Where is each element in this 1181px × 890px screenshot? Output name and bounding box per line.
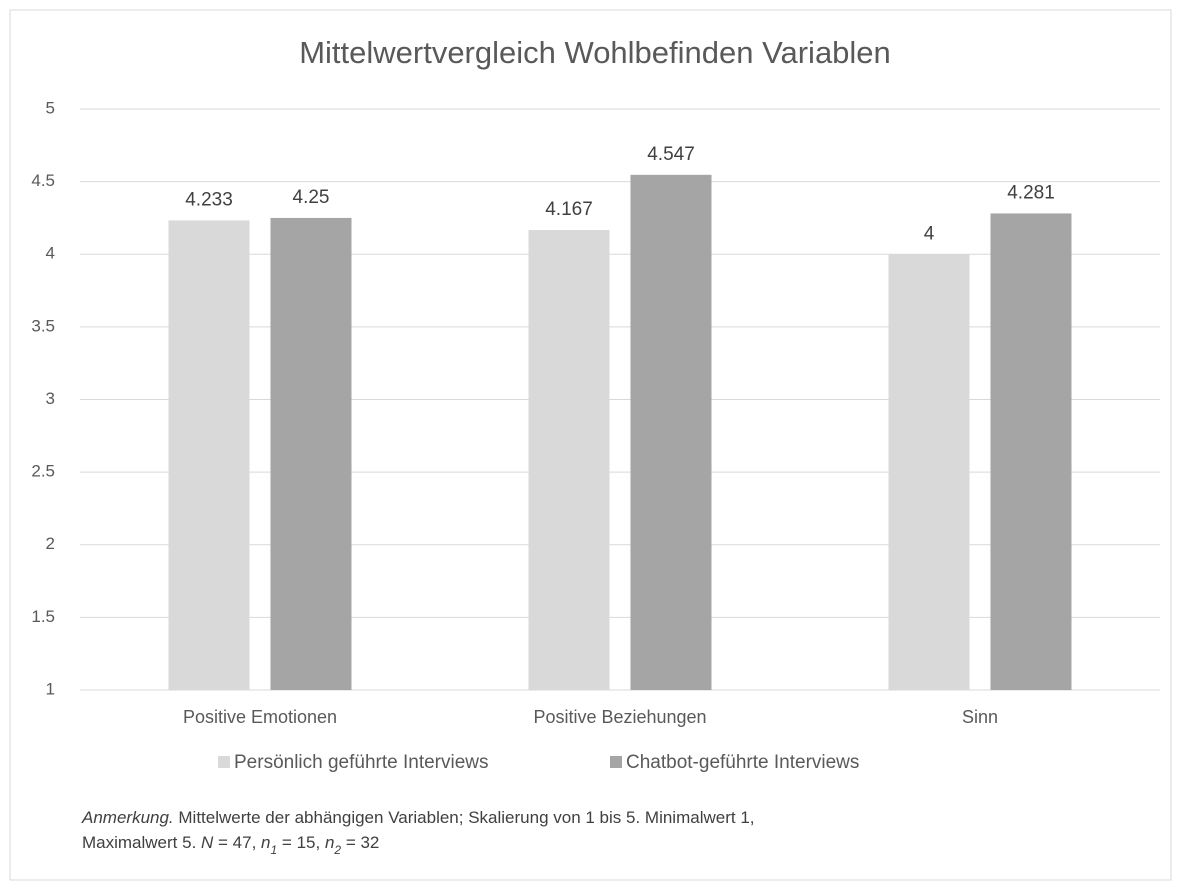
- note-segment: N: [201, 833, 214, 852]
- legend-swatch: [218, 756, 230, 768]
- note-line: Maximalwert 5. N = 47, n1 = 15, n2 = 32: [82, 833, 379, 857]
- chart-title: Mittelwertvergleich Wohlbefinden Variabl…: [299, 35, 891, 70]
- note-segment: = 15,: [277, 833, 325, 852]
- y-tick-label: 4.5: [31, 171, 55, 190]
- data-label: 4.167: [545, 199, 593, 220]
- y-tick-label: 1: [46, 679, 55, 698]
- data-label: 4.233: [185, 189, 233, 210]
- y-tick-label: 3.5: [31, 316, 55, 335]
- y-tick-label: 5: [46, 98, 55, 117]
- note-segment: = 47,: [213, 833, 261, 852]
- bar: [168, 220, 250, 691]
- y-tick-label: 2.5: [31, 462, 55, 481]
- y-tick-label: 1.5: [31, 607, 55, 626]
- bar: [888, 254, 970, 690]
- legend-label: Persönlich geführte Interviews: [234, 752, 489, 773]
- bar: [270, 217, 352, 690]
- data-label: 4: [924, 223, 935, 244]
- note-segment: n: [325, 833, 334, 852]
- note-segment: Anmerkung.: [81, 808, 174, 827]
- note-segment: = 32: [341, 833, 379, 852]
- data-label: 4.281: [1007, 182, 1055, 203]
- y-tick-label: 4: [46, 244, 55, 263]
- y-tick-label: 2: [46, 534, 55, 553]
- bar: [990, 213, 1072, 690]
- x-tick-label: Positive Emotionen: [183, 707, 337, 727]
- legend-label: Chatbot-geführte Interviews: [626, 752, 859, 773]
- note-segment: 1: [271, 843, 278, 857]
- note-segment: Mittelwerte der abhängigen Variablen; Sk…: [174, 808, 755, 827]
- note-segment: 2: [333, 843, 341, 857]
- data-label: 4.25: [293, 187, 330, 208]
- note-segment: n: [261, 833, 270, 852]
- bar: [630, 174, 712, 691]
- bar: [528, 229, 610, 690]
- note-line: Anmerkung. Mittelwerte der abhängigen Va…: [81, 808, 755, 827]
- x-tick-label: Positive Beziehungen: [533, 707, 706, 727]
- y-tick-label: 3: [46, 389, 55, 408]
- x-tick-label: Sinn: [962, 707, 998, 727]
- data-label: 4.547: [647, 144, 695, 165]
- note-segment: Maximalwert 5.: [82, 833, 201, 852]
- legend-swatch: [610, 756, 622, 768]
